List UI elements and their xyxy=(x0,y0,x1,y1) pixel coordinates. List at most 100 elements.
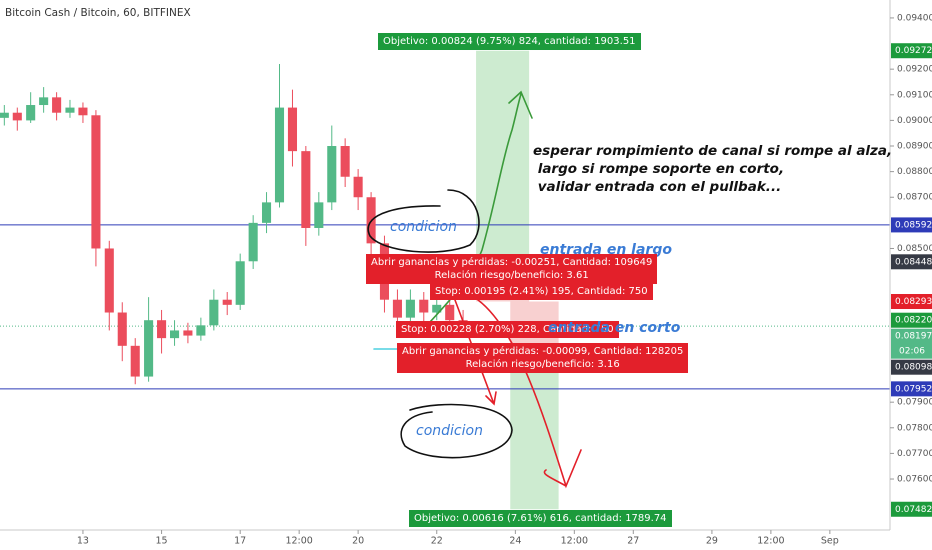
candle-body xyxy=(157,320,167,339)
y-tick-label: 0.07900 xyxy=(897,398,932,408)
x-tick-label: 27 xyxy=(627,536,639,547)
ratio-text: Relación riesgo/beneficio: 3.61 xyxy=(434,270,589,281)
note: condicion xyxy=(416,423,483,439)
pnl-text: Abrir ganancias y pérdidas: -0.00099, Ca… xyxy=(402,346,684,357)
candle-body xyxy=(78,107,88,116)
x-tick-label: 12:00 xyxy=(757,536,784,547)
price-label xyxy=(891,254,932,270)
freehand-circle xyxy=(367,189,480,253)
y-tick-label: 0.08700 xyxy=(897,193,932,203)
candle-body xyxy=(39,97,49,106)
candle-body xyxy=(314,202,324,228)
price-axis-bg xyxy=(890,0,932,550)
price-label xyxy=(891,294,932,310)
price-label xyxy=(891,312,932,328)
candle-body xyxy=(340,146,350,177)
y-tick-label: 0.09200 xyxy=(897,65,932,75)
target-label: Objetivo: 0.00616 (7.61%) 616, cantidad:… xyxy=(409,510,672,527)
x-tick-label: 22 xyxy=(431,536,443,547)
red-arrow xyxy=(477,299,582,489)
candle-body xyxy=(222,299,232,305)
position-zone xyxy=(510,351,559,510)
candles xyxy=(0,64,468,385)
candle-body xyxy=(432,304,442,313)
price-label-text: 0.08293 xyxy=(895,297,932,307)
candle-body xyxy=(0,112,9,118)
x-tick-label: 13 xyxy=(77,536,89,547)
candle-body xyxy=(209,299,219,326)
candle-body xyxy=(130,345,140,377)
y-tick-label: 0.07700 xyxy=(897,449,932,459)
candle-body xyxy=(104,248,114,313)
candle-body xyxy=(52,97,62,113)
x-tick-label: 29 xyxy=(706,536,718,547)
price-label xyxy=(891,43,932,59)
ratio-text: Relación riesgo/beneficio: 3.16 xyxy=(465,359,620,370)
stop-label: Stop: 0.00228 (2.70%) 228, Cantidad: 750 xyxy=(396,321,619,338)
price-label xyxy=(891,328,932,359)
candle-body xyxy=(91,115,101,249)
x-tick-label: 24 xyxy=(509,536,521,547)
y-tick-label: 0.09000 xyxy=(897,116,932,126)
candle-body xyxy=(405,299,415,318)
candle-body xyxy=(287,107,298,152)
candle-body xyxy=(419,299,429,313)
countdown: 02:06 xyxy=(899,347,925,357)
stop-label: Stop: 0.00195 (2.41%) 195, Cantidad: 750 xyxy=(430,283,653,300)
price-label xyxy=(891,359,932,375)
price-label-text: 0.08220 xyxy=(895,316,932,326)
candle-body xyxy=(327,146,337,203)
x-tick-label: 20 xyxy=(352,536,364,547)
candle-body xyxy=(301,151,311,228)
price-label xyxy=(891,217,932,233)
candle-body xyxy=(144,320,154,377)
candle-body xyxy=(12,112,22,121)
x-tick-label: 12:00 xyxy=(285,536,312,547)
candle-body xyxy=(274,107,285,203)
comment: esperar rompimiento de canal si rompe al… xyxy=(533,143,893,195)
candle-body xyxy=(196,325,206,336)
x-tick-label: Sep xyxy=(821,536,839,547)
y-tick-label: 0.08900 xyxy=(897,142,932,152)
price-label-text: 0.08592 xyxy=(895,220,932,230)
x-tick-label: 17 xyxy=(234,536,246,547)
y-tick-label: 0.09100 xyxy=(897,90,932,100)
candle-body xyxy=(235,261,245,305)
note: entrada en corto xyxy=(548,320,681,336)
y-tick-label: 0.09400 xyxy=(897,13,932,23)
price-label xyxy=(891,501,932,517)
price-label xyxy=(891,381,932,397)
price-label-text: 0.07482 xyxy=(895,505,932,515)
pnl-text: Abrir ganancias y pérdidas: -0.00251, Ca… xyxy=(371,257,653,268)
pnl-label: Abrir ganancias y pérdidas: -0.00099, Ca… xyxy=(397,343,689,373)
target-label: Objetivo: 0.00824 (9.75%) 824, cantidad:… xyxy=(378,33,641,50)
candle-body xyxy=(183,330,193,336)
candle-body xyxy=(26,105,36,121)
y-tick-label: 0.08500 xyxy=(897,244,932,254)
y-tick-label: 0.07600 xyxy=(897,475,932,485)
price-label-text: 0.08448 xyxy=(895,257,932,267)
pnl-label: Abrir ganancias y pérdidas: -0.00251, Ca… xyxy=(366,254,658,284)
candle-body xyxy=(392,299,402,318)
price-label-text: 0.09272 xyxy=(895,46,932,56)
price-label-text: 0.08197 xyxy=(895,332,932,342)
note: condicion xyxy=(390,219,457,235)
symbol-title: Bitcoin Cash / Bitcoin, 60, BITFINEX xyxy=(5,7,191,19)
freehand-circle xyxy=(400,403,513,459)
axes: 0.09400 0.09200 0.09100 0.09000 0.08900 0.088… xyxy=(77,13,932,547)
candle-body xyxy=(261,202,272,223)
candle-body xyxy=(445,304,455,321)
candle-body xyxy=(170,330,180,339)
y-tick-label: 0.07800 xyxy=(897,423,932,433)
candle-body xyxy=(65,107,75,113)
price-label-text: 0.08098 xyxy=(895,363,932,373)
candle-body xyxy=(117,312,127,346)
x-tick-label: 12:00 xyxy=(561,536,588,547)
candle-body xyxy=(248,222,258,262)
y-tick-label: 0.08800 xyxy=(897,167,932,177)
position-zone xyxy=(476,50,530,262)
price-label-text: 0.07952 xyxy=(895,384,932,394)
candle-body xyxy=(353,176,363,198)
x-tick-label: 15 xyxy=(156,536,168,547)
